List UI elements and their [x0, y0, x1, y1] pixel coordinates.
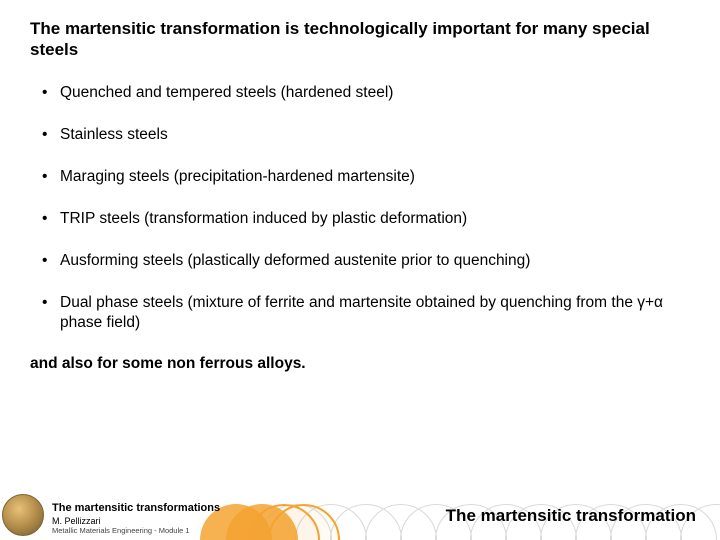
- list-item: Stainless steels: [42, 125, 690, 145]
- footer-left: The martensitic transformations M. Pelli…: [52, 502, 220, 536]
- footer: The martensitic transformations M. Pelli…: [0, 486, 720, 540]
- closing-text: and also for some non ferrous alloys.: [30, 355, 690, 373]
- slide-title: The martensitic transformation is techno…: [30, 18, 690, 61]
- content-area: The martensitic transformation is techno…: [0, 0, 720, 373]
- logo-icon: [2, 494, 44, 536]
- list-item: Dual phase steels (mixture of ferrite an…: [42, 293, 690, 333]
- footer-author: M. Pellizzari: [52, 516, 220, 526]
- footer-module: Metallic Materials Engineering - Module …: [52, 527, 220, 536]
- footer-left-title: The martensitic transformations: [52, 502, 220, 515]
- list-item: Ausforming steels (plastically deformed …: [42, 251, 690, 271]
- list-item: TRIP steels (transformation induced by p…: [42, 209, 690, 229]
- footer-right-title: The martensitic transformation: [446, 506, 696, 526]
- bullet-list: Quenched and tempered steels (hardened s…: [30, 83, 690, 334]
- slide: The martensitic transformation is techno…: [0, 0, 720, 540]
- list-item: Maraging steels (precipitation-hardened …: [42, 167, 690, 187]
- list-item: Quenched and tempered steels (hardened s…: [42, 83, 690, 103]
